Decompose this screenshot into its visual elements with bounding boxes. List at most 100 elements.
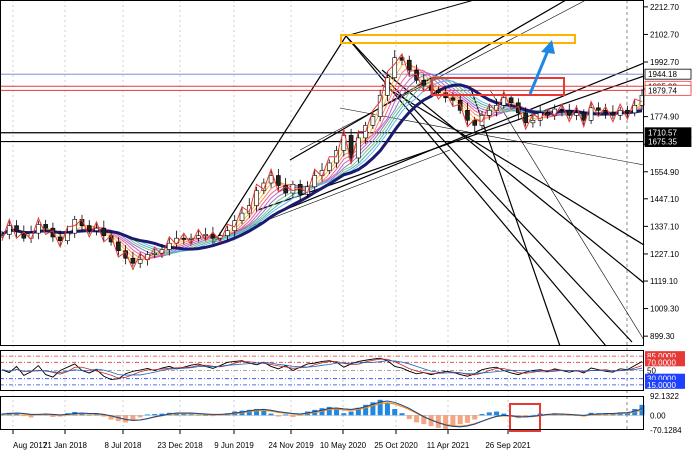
macd-histogram-bar bbox=[377, 399, 383, 416]
macd-tick-label: -70.1284 bbox=[650, 426, 682, 435]
rsi-panel bbox=[0, 355, 644, 386]
candle-body bbox=[268, 175, 274, 184]
candle-body bbox=[188, 237, 194, 240]
macd-histogram-bar bbox=[174, 413, 180, 416]
macd-histogram-bar bbox=[603, 414, 609, 416]
macd-histogram-bar bbox=[210, 415, 216, 417]
candle-body bbox=[566, 110, 572, 116]
candle-body bbox=[486, 110, 492, 116]
macd-histogram-bar bbox=[443, 415, 449, 430]
macd-histogram-bar bbox=[86, 414, 92, 416]
candle-body bbox=[305, 186, 310, 195]
price-tag-box bbox=[644, 136, 692, 147]
candle-body bbox=[166, 242, 172, 250]
price-axis: 2212.702102.701992.701884.681774.901664.… bbox=[644, 3, 692, 435]
candle-body bbox=[57, 236, 63, 241]
time-tick-label: 26 Sep 2021 bbox=[485, 441, 531, 450]
macd-histogram-bar bbox=[566, 415, 572, 416]
candle-body bbox=[341, 135, 347, 151]
time-tick-label: Aug 2017 bbox=[13, 441, 48, 450]
price-candles bbox=[0, 50, 645, 269]
macd-histogram-bar bbox=[370, 402, 376, 416]
candle-body bbox=[603, 110, 608, 114]
macd-histogram-bar bbox=[530, 414, 536, 416]
rsi-level-label: 85.0000 bbox=[647, 352, 676, 361]
candle-body bbox=[596, 107, 601, 111]
candle-body bbox=[625, 110, 630, 114]
macd-histogram-bar bbox=[348, 411, 354, 416]
candle-body bbox=[617, 110, 623, 116]
price-tick-label: 1337.10 bbox=[650, 222, 679, 231]
rsi-level-tag bbox=[645, 351, 685, 361]
macd-histogram-bar bbox=[384, 402, 390, 416]
resistance-zone bbox=[431, 77, 565, 96]
candle-body bbox=[101, 227, 107, 236]
candle-body bbox=[36, 224, 41, 234]
candle-body bbox=[203, 234, 208, 236]
candle-body bbox=[312, 175, 318, 188]
macd-histogram-bar bbox=[195, 414, 201, 416]
rsi-level-label: 70.0000 bbox=[647, 358, 676, 367]
candle-body bbox=[283, 185, 288, 194]
grid bbox=[12, 0, 628, 430]
rsi-level-tag bbox=[645, 379, 685, 389]
time-tick-label: 24 Nov 2019 bbox=[268, 441, 314, 450]
macd-histogram-bar bbox=[188, 414, 194, 416]
macd-histogram-bar bbox=[334, 409, 340, 416]
candle-body bbox=[181, 237, 187, 240]
candle-body bbox=[465, 110, 470, 121]
candle-body bbox=[385, 77, 390, 96]
candle-body bbox=[406, 59, 412, 71]
macd-histogram-bar bbox=[399, 413, 405, 416]
macd-histogram-bar bbox=[254, 409, 260, 416]
macd-histogram-bar bbox=[261, 410, 267, 416]
price-tag-label: 1675.35 bbox=[648, 138, 677, 147]
upper-target-zone bbox=[340, 34, 576, 44]
panel-frame bbox=[0, 396, 644, 430]
candle-body bbox=[65, 232, 70, 241]
candle-body bbox=[254, 190, 259, 206]
candle-body bbox=[370, 116, 376, 126]
price-tick-label: 1447.10 bbox=[650, 195, 679, 204]
candle-body bbox=[632, 105, 638, 114]
price-tick-label: 899.30 bbox=[650, 332, 675, 341]
candle-body bbox=[261, 182, 267, 191]
price-tick-label: 1227.10 bbox=[650, 250, 679, 259]
candle-body bbox=[377, 94, 383, 117]
rsi-level-label: 50 bbox=[647, 367, 656, 376]
macd-histogram-bar bbox=[181, 414, 187, 416]
macd-histogram-bar bbox=[341, 413, 347, 416]
trendline bbox=[339, 107, 645, 166]
trendline bbox=[271, 62, 645, 216]
macd-histogram-bar bbox=[159, 413, 165, 416]
trendline bbox=[489, 89, 645, 341]
trendline bbox=[381, 69, 645, 284]
candle-body bbox=[50, 227, 56, 238]
candle-body bbox=[472, 120, 478, 126]
time-tick-label: 10 May 2020 bbox=[320, 441, 367, 450]
trendline bbox=[345, 35, 633, 343]
macd-histogram-bar bbox=[486, 412, 492, 416]
candle-body bbox=[246, 205, 252, 214]
macd-histogram-bar bbox=[283, 414, 289, 416]
macd-histogram-bar bbox=[123, 415, 129, 423]
price-tick-label: 1009.30 bbox=[650, 305, 679, 314]
candle-body bbox=[581, 112, 587, 121]
macd-panel bbox=[0, 399, 645, 432]
price-tick-label: 1774.90 bbox=[650, 113, 679, 122]
candle-body bbox=[574, 112, 579, 116]
time-tick-label: 21 Jan 2018 bbox=[43, 441, 88, 450]
candle-body bbox=[450, 97, 456, 101]
macd-histogram-bar bbox=[435, 415, 441, 428]
candle-body bbox=[559, 108, 565, 111]
candle-body bbox=[276, 175, 281, 186]
candle-body bbox=[225, 230, 230, 236]
projection-arrow bbox=[528, 47, 551, 95]
macd-histogram-bar bbox=[421, 415, 427, 425]
macd-histogram-bar bbox=[246, 409, 252, 416]
candle-body bbox=[130, 257, 136, 264]
candle-body bbox=[421, 79, 427, 86]
